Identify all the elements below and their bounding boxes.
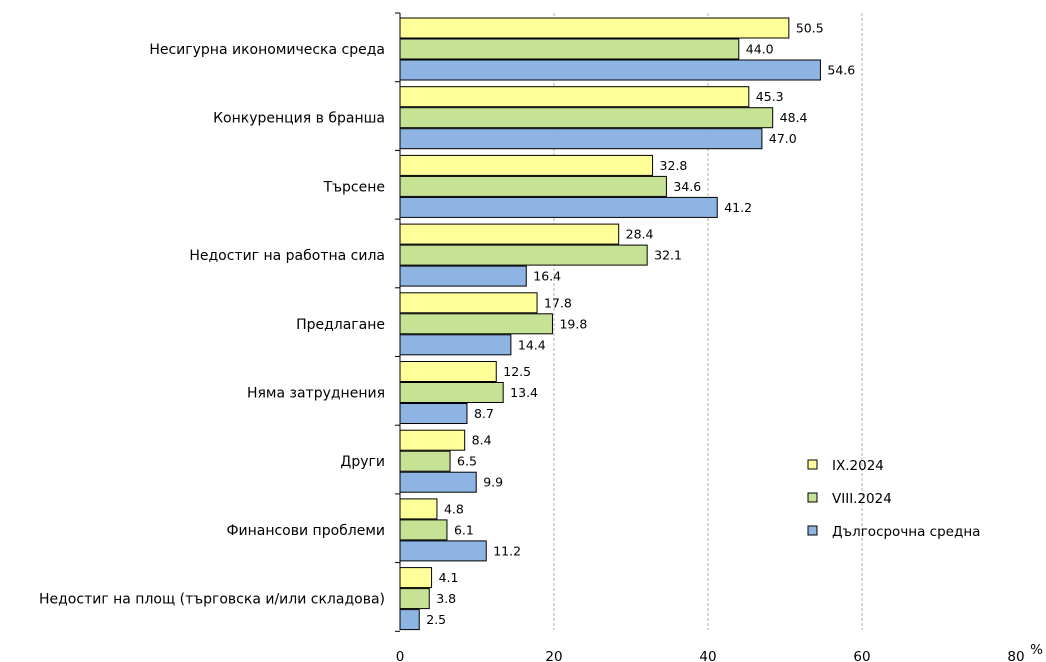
bar bbox=[399, 59, 821, 81]
bar bbox=[399, 223, 620, 245]
bar bbox=[399, 17, 790, 39]
data-label: 14.4 bbox=[518, 337, 546, 352]
bars bbox=[399, 17, 821, 631]
bar bbox=[399, 567, 433, 589]
data-label: 19.8 bbox=[559, 316, 587, 331]
bar bbox=[399, 450, 451, 472]
bar bbox=[399, 361, 497, 382]
category-label: Недостиг на работна сила bbox=[189, 248, 385, 264]
data-label: 47.0 bbox=[769, 131, 797, 146]
bar bbox=[399, 107, 774, 129]
bar bbox=[399, 128, 763, 150]
legend-swatch bbox=[807, 459, 818, 470]
axes bbox=[395, 12, 401, 632]
legend-swatch bbox=[807, 525, 818, 536]
x-tick-label: 80 bbox=[1007, 649, 1024, 662]
legend-label: Дългосрочна средна bbox=[832, 524, 980, 540]
data-label: 11.2 bbox=[493, 543, 521, 558]
bar bbox=[399, 609, 420, 631]
x-tick-label: 20 bbox=[545, 649, 562, 662]
data-label: 13.4 bbox=[510, 385, 538, 400]
bar bbox=[399, 471, 477, 493]
data-label: 2.5 bbox=[426, 612, 446, 627]
data-label: 6.1 bbox=[454, 522, 474, 537]
data-label: 4.8 bbox=[444, 501, 464, 516]
data-label: 45.3 bbox=[756, 89, 784, 104]
legend-swatch bbox=[807, 492, 818, 503]
bar bbox=[399, 403, 468, 424]
data-label: 16.4 bbox=[533, 269, 561, 284]
data-label: 28.4 bbox=[626, 227, 654, 242]
x-tick-label: 40 bbox=[699, 649, 716, 662]
bar bbox=[399, 154, 654, 176]
x-tick-label: 60 bbox=[853, 649, 870, 662]
category-label: Няма затруднения bbox=[247, 386, 385, 402]
data-label: 32.8 bbox=[660, 158, 688, 173]
bar bbox=[399, 334, 512, 356]
x-unit-label: % bbox=[1030, 642, 1043, 658]
bar bbox=[399, 540, 487, 562]
bar bbox=[399, 382, 504, 403]
category-label: Други bbox=[340, 454, 385, 470]
data-label: 41.2 bbox=[724, 200, 752, 215]
bar bbox=[399, 244, 648, 266]
data-label: 3.8 bbox=[436, 591, 456, 606]
data-label: 12.5 bbox=[503, 364, 531, 379]
bar bbox=[399, 498, 438, 520]
category-label: Предлагане bbox=[296, 317, 385, 333]
labels: 0 20 40 60 80 % 50.5 44.0 54.6 Несигурна икономич… bbox=[39, 21, 1043, 662]
bar bbox=[399, 519, 448, 541]
data-label: 17.8 bbox=[544, 295, 572, 310]
legend: IX.2024 VIII.2024 Дългосрочна средна bbox=[807, 458, 980, 540]
legend-label: IX.2024 bbox=[832, 458, 884, 474]
category-label: Търсене bbox=[323, 179, 385, 195]
bar bbox=[399, 196, 718, 218]
data-label: 4.1 bbox=[439, 570, 459, 585]
category-label: Несигурна икономическа среда bbox=[149, 42, 385, 58]
data-label: 6.5 bbox=[457, 454, 477, 469]
data-label: 44.0 bbox=[746, 42, 774, 57]
data-label: 9.9 bbox=[483, 475, 503, 490]
data-label: 34.6 bbox=[673, 179, 701, 194]
bar bbox=[399, 38, 740, 60]
legend-label: VIII.2024 bbox=[832, 491, 892, 507]
bar bbox=[399, 588, 430, 610]
category-label: Конкуренция в бранша bbox=[213, 111, 385, 127]
data-label: 8.4 bbox=[472, 433, 492, 448]
data-label: 32.1 bbox=[654, 248, 682, 263]
data-label: 54.6 bbox=[827, 63, 855, 78]
data-label: 48.4 bbox=[780, 110, 808, 125]
bar bbox=[399, 313, 553, 335]
bar bbox=[399, 86, 750, 108]
data-label: 8.7 bbox=[474, 406, 494, 421]
bar bbox=[399, 429, 466, 451]
category-label: Финансови проблеми bbox=[226, 523, 385, 539]
category-label: Недостиг на площ (търговска и/или складо… bbox=[39, 592, 385, 608]
bar bbox=[399, 175, 667, 197]
x-tick-label: 0 bbox=[396, 649, 405, 662]
data-label: 50.5 bbox=[796, 21, 824, 36]
bar bbox=[399, 265, 527, 287]
bar bbox=[399, 292, 538, 314]
